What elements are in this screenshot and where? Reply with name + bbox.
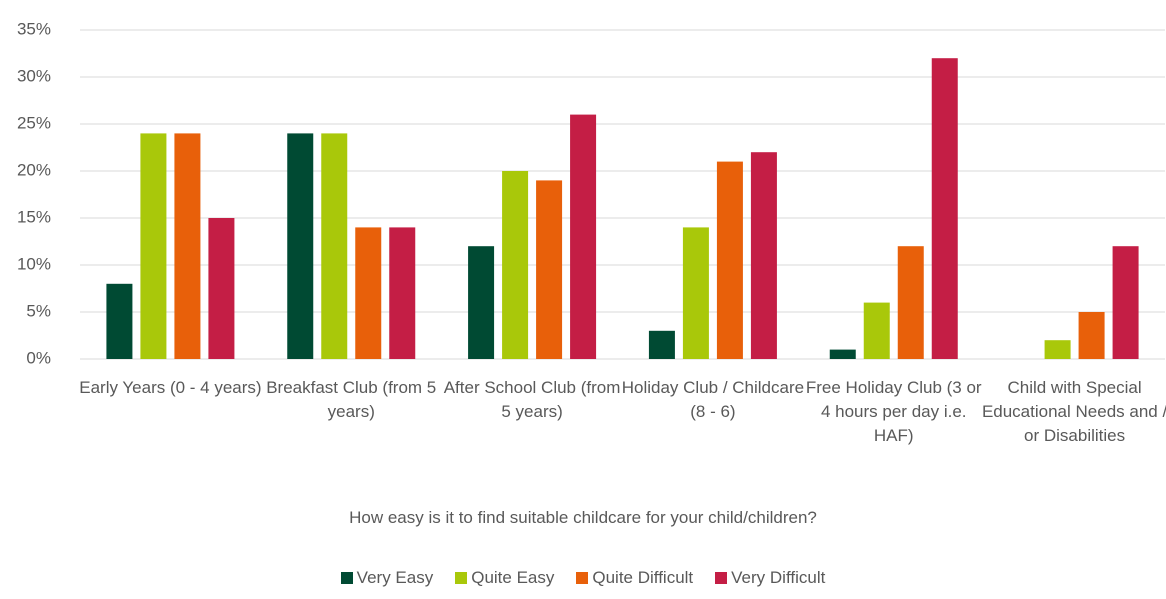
legend-item: Quite Difficult <box>576 568 693 588</box>
y-tick-label: 20% <box>17 160 51 179</box>
x-tick-label: Holiday Club / Childcare (8 - 6) <box>621 378 805 421</box>
y-tick-label: 15% <box>17 207 51 226</box>
legend-item: Very Difficult <box>715 568 825 588</box>
y-tick-label: 25% <box>17 113 51 132</box>
bar <box>287 133 314 359</box>
y-tick-label: 10% <box>17 254 51 273</box>
bar <box>897 246 924 359</box>
legend-label: Very Difficult <box>731 568 826 587</box>
bar <box>716 161 743 359</box>
bar <box>750 152 777 359</box>
y-tick-label: 35% <box>17 19 51 38</box>
legend: Very Easy Quite Easy Quite Difficult Very D… <box>0 568 1166 588</box>
bar <box>682 227 709 359</box>
legend-swatch <box>715 572 728 584</box>
bar <box>174 133 201 359</box>
bar <box>1112 246 1139 359</box>
bar <box>208 218 235 359</box>
bar <box>389 227 416 359</box>
bar <box>502 171 529 359</box>
x-tick-label: Free Holiday Club (3 or 4 hours per day … <box>805 378 982 445</box>
x-tick-label: Child with Special Educational Needs and… <box>981 378 1166 445</box>
bar <box>468 246 495 359</box>
legend-swatch <box>340 572 353 584</box>
bar <box>648 330 675 359</box>
bar <box>536 180 563 359</box>
bar <box>140 133 167 359</box>
legend-swatch <box>455 572 468 584</box>
y-tick-label: 5% <box>26 301 51 320</box>
legend-label: Quite Difficult <box>592 568 694 587</box>
legend-label: Very Easy <box>356 568 434 587</box>
bar <box>106 283 133 359</box>
legend-label: Quite Easy <box>471 568 555 587</box>
bar <box>829 349 856 359</box>
x-tick-label: Breakfast Club (from 5 years) <box>266 378 437 421</box>
bar <box>570 114 597 359</box>
bar <box>321 133 348 359</box>
x-tick-label: After School Club (from 5 years) <box>443 378 621 421</box>
y-tick-label: 30% <box>17 66 51 85</box>
bar <box>1044 340 1071 359</box>
bar <box>1078 312 1105 359</box>
legend-swatch <box>576 572 589 584</box>
y-tick-label: 0% <box>26 348 51 367</box>
bar <box>355 227 382 359</box>
x-axis-label: How easy is it to find suitable childcar… <box>349 508 817 527</box>
bar <box>863 302 890 359</box>
legend-item: Quite Easy <box>455 568 554 588</box>
bar <box>931 58 958 359</box>
legend-item: Very Easy <box>340 568 434 588</box>
x-tick-label: Early Years (0 - 4 years) <box>79 378 262 397</box>
